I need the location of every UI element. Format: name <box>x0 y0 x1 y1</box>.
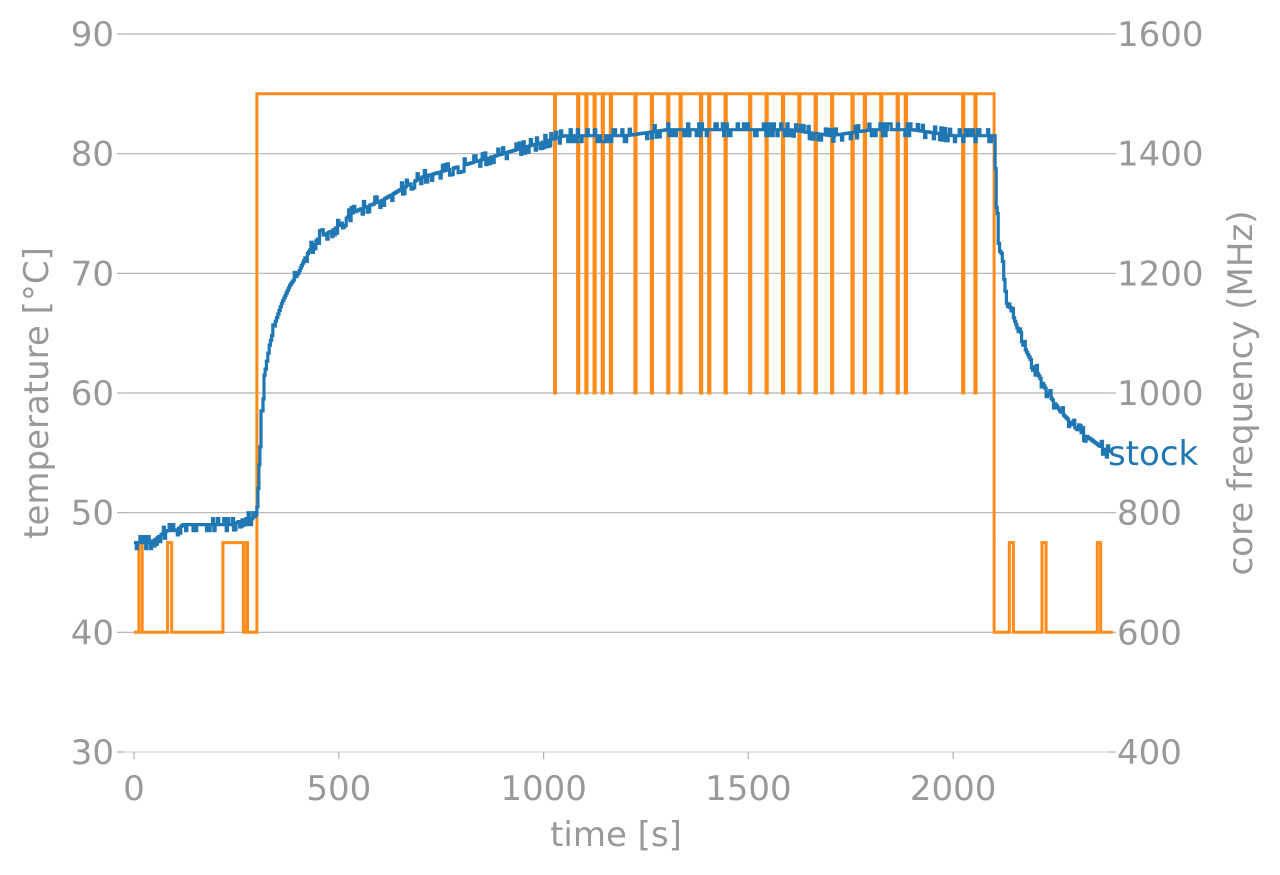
x-tick-label: 500 <box>306 769 371 809</box>
x-tick-label: 1500 <box>705 769 792 809</box>
y-tick-label-left: 80 <box>71 135 114 175</box>
series-layer <box>134 92 1113 634</box>
x-tick-label: 1000 <box>500 769 587 809</box>
y-tick-label-left: 50 <box>71 494 114 534</box>
series-line-temperature <box>134 122 1111 551</box>
y-tick-label-left: 90 <box>71 15 114 55</box>
grid-layer <box>125 33 1108 753</box>
series-label-stock: stock <box>1108 434 1199 474</box>
y-tick-label-right: 800 <box>1117 494 1182 534</box>
y-tick-label-left: 30 <box>71 733 114 773</box>
axis-layer: 30 40 50 60 70 80 90 400 600 800 1000 1200 1400 1600 0… <box>71 15 1204 809</box>
y-tick-label-right: 1200 <box>1117 254 1204 294</box>
y-axis-label-left: temperature [°C] <box>17 247 57 539</box>
y-tick-label-right: 1000 <box>1117 374 1204 414</box>
x-axis-label: time [s] <box>550 815 682 855</box>
label-layer: time [s] temperature [°C] core frequency (… <box>17 210 1261 855</box>
y-axis-label-right: core frequency (MHz) <box>1221 210 1261 575</box>
y-tick-label-left: 60 <box>71 374 114 414</box>
y-tick-label-left: 70 <box>71 254 114 294</box>
y-tick-label-left: 40 <box>71 613 114 653</box>
y-tick-label-right: 1600 <box>1117 15 1204 55</box>
y-tick-label-right: 600 <box>1117 613 1182 653</box>
y-tick-label-right: 400 <box>1117 733 1182 773</box>
y-tick-label-right: 1400 <box>1117 135 1204 175</box>
series-line-frequency <box>134 92 1113 634</box>
x-tick-label: 2000 <box>910 769 997 809</box>
x-tick-label: 0 <box>123 769 145 809</box>
